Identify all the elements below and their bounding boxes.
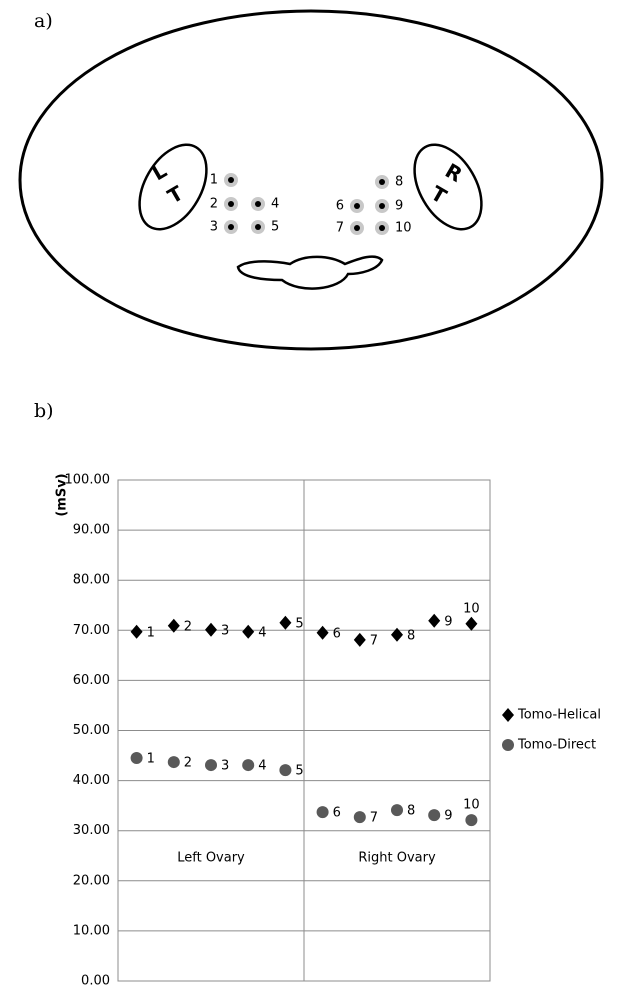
point-dot: [379, 225, 385, 231]
point-label: 1: [210, 173, 218, 188]
page: a) b) L T R T 0.0010.0020.0030.0040.0050…: [0, 0, 623, 987]
legend-label: Tomo-Helical: [517, 708, 601, 723]
ovary-letter: T: [163, 181, 187, 209]
point-dot: [354, 225, 360, 231]
y-tick-label: 100.00: [65, 473, 111, 488]
point-label: 4: [271, 197, 279, 212]
diagram: L T R T: [20, 11, 602, 349]
marker: [242, 625, 254, 639]
marker: [205, 759, 217, 771]
point-label: 5: [271, 220, 279, 235]
point-label: 2: [184, 619, 192, 634]
point-dot: [255, 201, 261, 207]
point-label: 6: [333, 626, 341, 641]
marker: [428, 809, 440, 821]
y-tick-label: 40.00: [73, 773, 110, 788]
point-dot: [228, 201, 234, 207]
chart: 0.00 10.00 20.00 30.00 40.00 50.00 60.00 70.00 8…: [55, 473, 601, 987]
point-dot: [354, 203, 360, 209]
point-label: 7: [336, 221, 344, 236]
y-tick-label: 0.00: [81, 974, 110, 987]
point-label: 1: [147, 752, 155, 767]
point-dot: [379, 179, 385, 185]
y-tick-label: 50.00: [73, 723, 110, 738]
point-label: 2: [184, 756, 192, 771]
legend-marker: [502, 739, 514, 751]
marker: [465, 814, 477, 826]
marker: [131, 752, 143, 764]
point-dot: [255, 224, 261, 230]
marker: [242, 759, 254, 771]
spine: [238, 257, 382, 289]
marker: [279, 616, 291, 630]
point-label: 9: [444, 809, 452, 824]
point-label: 4: [258, 625, 266, 640]
point-dot: [228, 224, 234, 230]
marker: [131, 625, 143, 639]
y-axis-label: (mSv): [55, 473, 70, 516]
point-label: 8: [407, 628, 415, 643]
point-label: 6: [333, 806, 341, 821]
ovary-letter: T: [427, 181, 451, 209]
point-dot: [228, 177, 234, 183]
y-tick-label: 90.00: [73, 523, 110, 538]
point-label: 7: [370, 811, 378, 826]
point-label: 2: [210, 197, 218, 212]
group-label: Right Ovary: [358, 851, 436, 866]
group-label: Left Ovary: [177, 851, 245, 866]
marker: [317, 626, 329, 640]
y-tick-label: 30.00: [73, 823, 110, 838]
marker: [205, 623, 217, 637]
body-outline: [20, 11, 602, 349]
point-label: 3: [210, 220, 218, 235]
point-label: 8: [395, 175, 403, 190]
y-tick-label: 60.00: [73, 673, 110, 688]
y-tick-label: 10.00: [73, 923, 110, 938]
y-tick-label: 70.00: [73, 623, 110, 638]
point-label: 6: [336, 199, 344, 214]
point-label: 4: [258, 759, 266, 774]
point-label: 1: [147, 625, 155, 640]
figure: a) b) L T R T 0.0010.0020.0030.0040.0050…: [0, 0, 623, 987]
point-label: 7: [370, 633, 378, 648]
panel-label: b): [34, 400, 54, 422]
marker: [354, 811, 366, 823]
ovary-letter: R: [441, 158, 466, 186]
legend-marker: [502, 708, 514, 722]
point-label: 9: [395, 199, 403, 214]
point-label: 3: [221, 623, 229, 638]
marker: [428, 614, 440, 628]
point-label: 10: [463, 798, 480, 813]
legend-label: Tomo-Direct: [517, 738, 596, 753]
point-label: 10: [463, 601, 480, 616]
marker: [168, 756, 180, 768]
ovary-letter: L: [148, 158, 171, 185]
marker: [391, 804, 403, 816]
marker: [279, 764, 291, 776]
point-label: 3: [221, 759, 229, 774]
point-dot: [379, 203, 385, 209]
point-label: 10: [395, 221, 412, 236]
panel-label: a): [34, 10, 53, 32]
marker: [354, 633, 366, 647]
point-label: 5: [295, 616, 303, 631]
point-label: 5: [295, 764, 303, 779]
y-tick-label: 20.00: [73, 873, 110, 888]
point-label: 9: [444, 614, 452, 629]
point-label: 8: [407, 804, 415, 819]
y-tick-label: 80.00: [73, 573, 110, 588]
marker: [317, 806, 329, 818]
marker: [465, 617, 477, 631]
